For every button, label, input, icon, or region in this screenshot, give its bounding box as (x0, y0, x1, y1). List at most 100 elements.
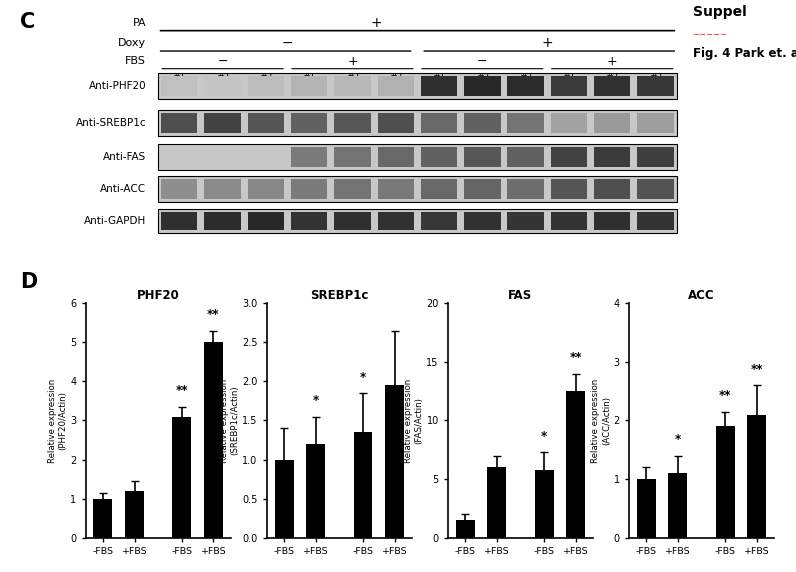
Title: ACC: ACC (689, 289, 715, 302)
Text: #2: #2 (216, 73, 229, 82)
Bar (638, 179, 673, 199)
Text: #1: #1 (173, 73, 186, 82)
Bar (464, 147, 501, 167)
Text: *: * (313, 394, 318, 407)
Bar (747, 415, 767, 538)
Text: −: − (477, 55, 488, 68)
Bar (353, 432, 373, 538)
Text: +: + (607, 55, 618, 68)
Text: #1: #1 (432, 73, 446, 82)
Text: **: ** (751, 363, 763, 376)
Text: Fig. 4 Park et. al.: Fig. 4 Park et. al. (693, 46, 796, 59)
Bar (464, 179, 501, 199)
Bar (535, 470, 553, 538)
Text: #3: #3 (259, 73, 272, 82)
Bar (464, 113, 501, 133)
Text: −: − (282, 36, 294, 50)
Bar (421, 76, 457, 96)
Bar (161, 113, 197, 133)
Bar (594, 76, 630, 96)
Bar (158, 144, 677, 170)
Y-axis label: Relative expression
(PHF20/Actin): Relative expression (PHF20/Actin) (48, 378, 68, 463)
Text: *: * (360, 371, 366, 384)
Bar (594, 212, 630, 230)
Text: Anti-ACC: Anti-ACC (100, 184, 146, 194)
Bar (508, 147, 544, 167)
Text: #2: #2 (476, 73, 489, 82)
Bar (248, 113, 284, 133)
Text: Suppel: Suppel (693, 5, 747, 19)
Bar (421, 212, 457, 230)
Text: FBS: FBS (125, 57, 146, 66)
Bar (594, 179, 630, 199)
Bar (638, 76, 673, 96)
Text: **: ** (569, 351, 582, 364)
Bar (464, 212, 501, 230)
Bar (291, 147, 327, 167)
Bar (125, 491, 144, 538)
Bar (551, 147, 587, 167)
Text: +: + (541, 36, 553, 50)
Text: #1: #1 (562, 73, 576, 82)
Text: +: + (347, 55, 357, 68)
Bar (377, 76, 414, 96)
Bar (551, 113, 587, 133)
Text: Anti-PHF20: Anti-PHF20 (88, 81, 146, 91)
Bar (385, 386, 404, 538)
Text: #1: #1 (302, 73, 316, 82)
Bar (464, 76, 501, 96)
Bar (377, 113, 414, 133)
Bar (334, 113, 371, 133)
Bar (158, 209, 677, 233)
Text: **: ** (176, 384, 188, 398)
Text: Anti-GAPDH: Anti-GAPDH (84, 216, 146, 226)
Bar (205, 212, 240, 230)
Bar (551, 179, 587, 199)
Text: #3: #3 (519, 73, 533, 82)
Text: PA: PA (132, 18, 146, 28)
Bar (334, 212, 371, 230)
Bar (669, 473, 687, 538)
Bar (566, 391, 585, 538)
Text: +: + (370, 16, 381, 30)
Bar (334, 147, 371, 167)
Bar (637, 479, 656, 538)
Bar (551, 212, 587, 230)
Bar (594, 113, 630, 133)
Text: Doxy: Doxy (118, 38, 146, 48)
Text: #3: #3 (389, 73, 403, 82)
Bar (377, 212, 414, 230)
Title: PHF20: PHF20 (137, 289, 180, 302)
Bar (275, 459, 294, 538)
Text: *: * (541, 430, 547, 443)
Bar (93, 499, 112, 538)
Bar (508, 212, 544, 230)
Bar (421, 179, 457, 199)
Bar (508, 179, 544, 199)
Bar (594, 147, 630, 167)
Bar (161, 179, 197, 199)
Bar (638, 147, 673, 167)
Bar (377, 179, 414, 199)
Bar (487, 467, 506, 538)
Text: **: ** (719, 389, 732, 402)
Bar (205, 113, 240, 133)
Bar (291, 212, 327, 230)
Text: Anti-SREBP1c: Anti-SREBP1c (76, 118, 146, 128)
Bar (334, 76, 371, 96)
Text: D: D (20, 272, 37, 292)
Y-axis label: Relative expression
(ACC/Actin): Relative expression (ACC/Actin) (591, 378, 611, 463)
Bar (204, 342, 223, 538)
Text: ∼∼∼∼∼: ∼∼∼∼∼ (693, 29, 728, 38)
Text: #2: #2 (606, 73, 618, 82)
Text: #3: #3 (649, 73, 662, 82)
Bar (508, 113, 544, 133)
Text: **: ** (207, 308, 220, 321)
Bar (334, 179, 371, 199)
Bar (161, 212, 197, 230)
Bar (421, 147, 457, 167)
Title: SREBP1c: SREBP1c (310, 289, 369, 302)
Bar (158, 176, 677, 202)
Text: −: − (217, 55, 228, 68)
Text: *: * (675, 433, 681, 446)
